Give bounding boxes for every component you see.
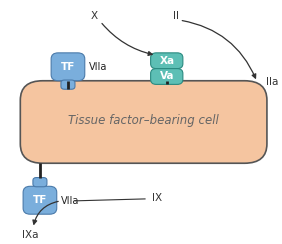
FancyBboxPatch shape xyxy=(51,53,85,81)
FancyBboxPatch shape xyxy=(33,178,47,187)
Text: X: X xyxy=(91,11,98,21)
Text: II: II xyxy=(173,11,179,21)
Text: TF: TF xyxy=(61,62,75,72)
FancyBboxPatch shape xyxy=(61,80,75,89)
FancyBboxPatch shape xyxy=(151,53,183,69)
Text: Xa: Xa xyxy=(159,56,175,66)
Text: IX: IX xyxy=(152,193,162,203)
Text: Tissue factor–bearing cell: Tissue factor–bearing cell xyxy=(68,114,219,127)
Text: Va: Va xyxy=(160,71,174,81)
FancyBboxPatch shape xyxy=(23,186,57,214)
Text: VIIa: VIIa xyxy=(61,196,79,206)
Text: VIIa: VIIa xyxy=(89,62,107,72)
FancyBboxPatch shape xyxy=(20,81,267,163)
FancyBboxPatch shape xyxy=(151,69,183,84)
Text: TF: TF xyxy=(33,195,47,205)
Text: IIa: IIa xyxy=(266,77,278,87)
Text: IXa: IXa xyxy=(22,230,38,240)
